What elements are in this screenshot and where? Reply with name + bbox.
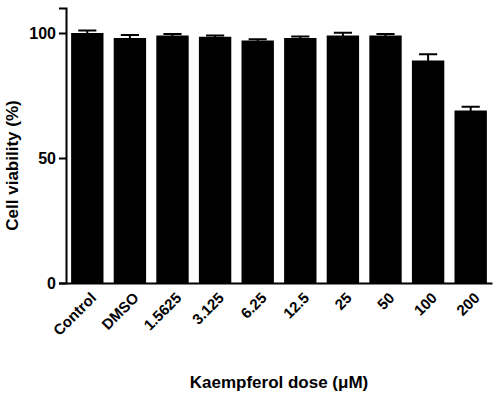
error-cap: [376, 33, 394, 35]
bar: [199, 37, 231, 283]
bar: [455, 111, 487, 284]
y-tick-label: 0: [47, 275, 56, 292]
y-tick: 0: [47, 275, 66, 292]
x-tick: DMSO: [98, 283, 142, 333]
bar: [71, 33, 103, 283]
y-axis: 0 50 100: [29, 9, 66, 292]
y-tick-mark: [59, 158, 66, 160]
x-tick: 12.5: [280, 283, 313, 322]
x-tick: 1.5625: [140, 283, 184, 333]
chart: 0 50 100 ControlDMSO1.56253.125 6.25 12.5 25 50…: [0, 0, 500, 398]
x-tick-label: Control: [50, 289, 100, 339]
bar: [327, 36, 359, 284]
x-tick-label: 25: [331, 289, 355, 313]
x-axis-line: [67, 283, 493, 285]
x-axis-title: Kaempferol dose (μM): [190, 373, 369, 392]
y-tick-mark: [59, 33, 66, 35]
bars: [71, 33, 487, 283]
plot: 0 50 100 ControlDMSO1.56253.125 6.25 12.5 25 50…: [29, 9, 492, 339]
marks: [71, 31, 487, 284]
error-cap: [419, 53, 437, 55]
bar: [242, 41, 274, 284]
x-tick-label: 1.5625: [140, 289, 184, 333]
bar: [114, 38, 146, 283]
x-tick: Control: [50, 283, 100, 339]
bar: [369, 36, 401, 284]
error-cap: [334, 32, 352, 34]
y-axis-line: [59, 9, 67, 284]
x-tick: 100: [410, 283, 440, 319]
y-tick-mark: [59, 283, 66, 285]
error-cap: [78, 30, 96, 32]
x-tick-label: DMSO: [98, 289, 142, 333]
x-tick: 50: [374, 283, 398, 313]
bar: [412, 61, 444, 284]
y-tick: 50: [38, 150, 66, 167]
x-tick-label: 50: [374, 289, 398, 313]
x-tick: 3.125: [188, 283, 227, 328]
error-cap: [121, 34, 139, 36]
y-tick-label: 50: [38, 150, 56, 167]
error-cap: [249, 38, 267, 40]
error-cap: [462, 106, 480, 108]
x-tick-label: 100: [410, 289, 440, 319]
x-tick: 25: [331, 283, 355, 313]
y-tick-label: 100: [29, 25, 56, 42]
x-axis: ControlDMSO1.56253.125 6.25 12.5 25 50 100 200: [50, 283, 493, 339]
bar: [156, 36, 188, 284]
x-tick: 200: [453, 283, 483, 319]
error-cap: [291, 36, 309, 38]
bar: [284, 38, 316, 283]
x-tick-label: 12.5: [280, 289, 313, 322]
y-tick: 100: [29, 25, 66, 42]
x-tick-label: 3.125: [188, 289, 227, 328]
x-tick-label: 200: [453, 289, 483, 319]
x-tick-label: 6.25: [237, 289, 270, 322]
error-cap: [163, 33, 181, 35]
y-axis-title: Cell viability (%): [3, 100, 22, 230]
error-cap: [206, 35, 224, 37]
x-tick: 6.25: [237, 283, 270, 322]
